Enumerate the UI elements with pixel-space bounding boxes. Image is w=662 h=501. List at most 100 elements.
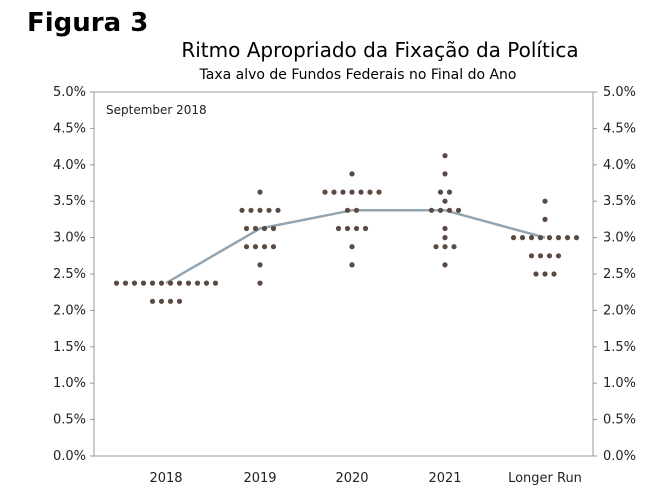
projection-dot [131,280,138,286]
projection-dot [442,262,448,268]
projection-dot [344,225,351,232]
y-tick-label-left: 0.5% [53,413,86,428]
y-tick-label-left: 1.0% [53,376,86,391]
median-line-layer [165,209,546,285]
y-axis-left: 0.0% 0.5% 1.0% 1.5% 2.0% 2.5% 3.0% 3.5% 4.0% 4.5%… [53,85,94,464]
projection-dot [257,189,263,195]
y-tick-label-left: 0.0% [53,449,86,464]
projection-dot [437,207,444,213]
projection-dot [519,235,526,241]
projection-dot [149,298,156,304]
projection-dot [528,235,535,241]
x-category-label: 2019 [243,471,276,486]
y-tick-label-left: 2.5% [53,267,86,282]
y-tick-label-right: 2.0% [603,303,636,318]
projection-dot [167,298,174,304]
y-tick-label-right: 4.5% [603,121,636,136]
projection-dot [113,280,120,286]
projection-dot [349,189,355,195]
projection-dot [194,280,201,286]
x-category-label: 2020 [335,471,368,486]
projection-dot [451,244,457,250]
projection-dot [537,253,544,259]
projection-dot [546,235,553,241]
projection-dot [564,235,571,241]
projection-dot [322,189,328,195]
projection-dot [555,253,562,259]
projection-dot [367,189,373,195]
projection-dot [353,207,360,213]
projection-dot [446,207,453,213]
y-tick-label-left: 4.5% [53,121,86,136]
y-tick-label-right: 5.0% [603,85,636,100]
projection-dot [176,280,183,286]
x-category-label: Longer Run [508,471,582,486]
y-tick-label-right: 0.0% [603,449,636,464]
median-line [165,209,546,285]
projection-dot [261,244,268,250]
projection-dot [428,207,435,213]
x-axis: 2018 2019 2020 2021 Longer Run [149,471,581,486]
x-category-label: 2021 [428,471,461,486]
projection-dot [252,244,259,250]
projection-dot [533,271,539,277]
projection-dot [551,271,557,277]
projection-dot [212,280,219,286]
projection-dot [257,262,263,268]
projection-dot [442,171,448,177]
projection-dot [546,253,553,259]
projection-dot [167,280,174,286]
projection-dot [331,189,337,195]
projection-dot [270,225,277,232]
projection-dot [358,189,364,195]
projection-dot [243,244,250,250]
projection-dot [455,207,462,213]
projection-dot [122,280,129,286]
projection-dot [257,207,263,213]
projection-dot [433,244,439,250]
projection-dot [362,225,369,232]
projection-dot [140,280,147,286]
projection-dot [149,280,156,286]
projection-dot [176,298,183,304]
y-tick-label-left: 2.0% [53,303,86,318]
projection-dot [446,189,453,195]
projection-dot [510,235,517,241]
projection-dot [442,198,448,204]
projection-dot [239,207,245,213]
projection-dot [185,280,192,286]
projection-dot [243,225,250,232]
y-tick-label-left: 1.5% [53,340,86,355]
projection-dot [349,171,355,177]
y-tick-label-left: 3.0% [53,231,86,246]
projection-dot [261,225,268,232]
projection-dot [270,244,277,250]
projection-dot [335,225,342,232]
projection-dot [158,280,165,286]
projection-dot [353,225,360,232]
projection-dot [340,189,346,195]
plot-frame [93,91,594,457]
y-tick-label-right: 3.5% [603,194,636,209]
y-tick-label-right: 1.0% [603,376,636,391]
projection-dot [158,298,165,304]
y-tick-label-right: 4.0% [603,158,636,173]
projection-dot [542,271,548,277]
projection-dot [442,153,448,159]
projection-dot [257,280,263,286]
projection-dot [542,216,548,222]
projection-dot [248,207,254,213]
projection-dot [344,207,351,213]
projection-dot [203,280,210,286]
projection-dot [537,235,544,241]
y-tick-label-left: 4.0% [53,158,86,173]
chart-title: Ritmo Apropriado da Fixação da Política [181,38,579,62]
y-axis-right: 0.0% 0.5% 1.0% 1.5% 2.0% 2.5% 3.0% 3.5% 4.0% 4.5%… [593,85,636,464]
projection-dot [437,189,444,195]
projection-dot [349,262,355,268]
projection-dot [442,225,448,232]
chart-annotation: September 2018 [106,103,207,117]
projection-dot [376,189,382,195]
y-tick-label-right: 1.5% [603,340,636,355]
